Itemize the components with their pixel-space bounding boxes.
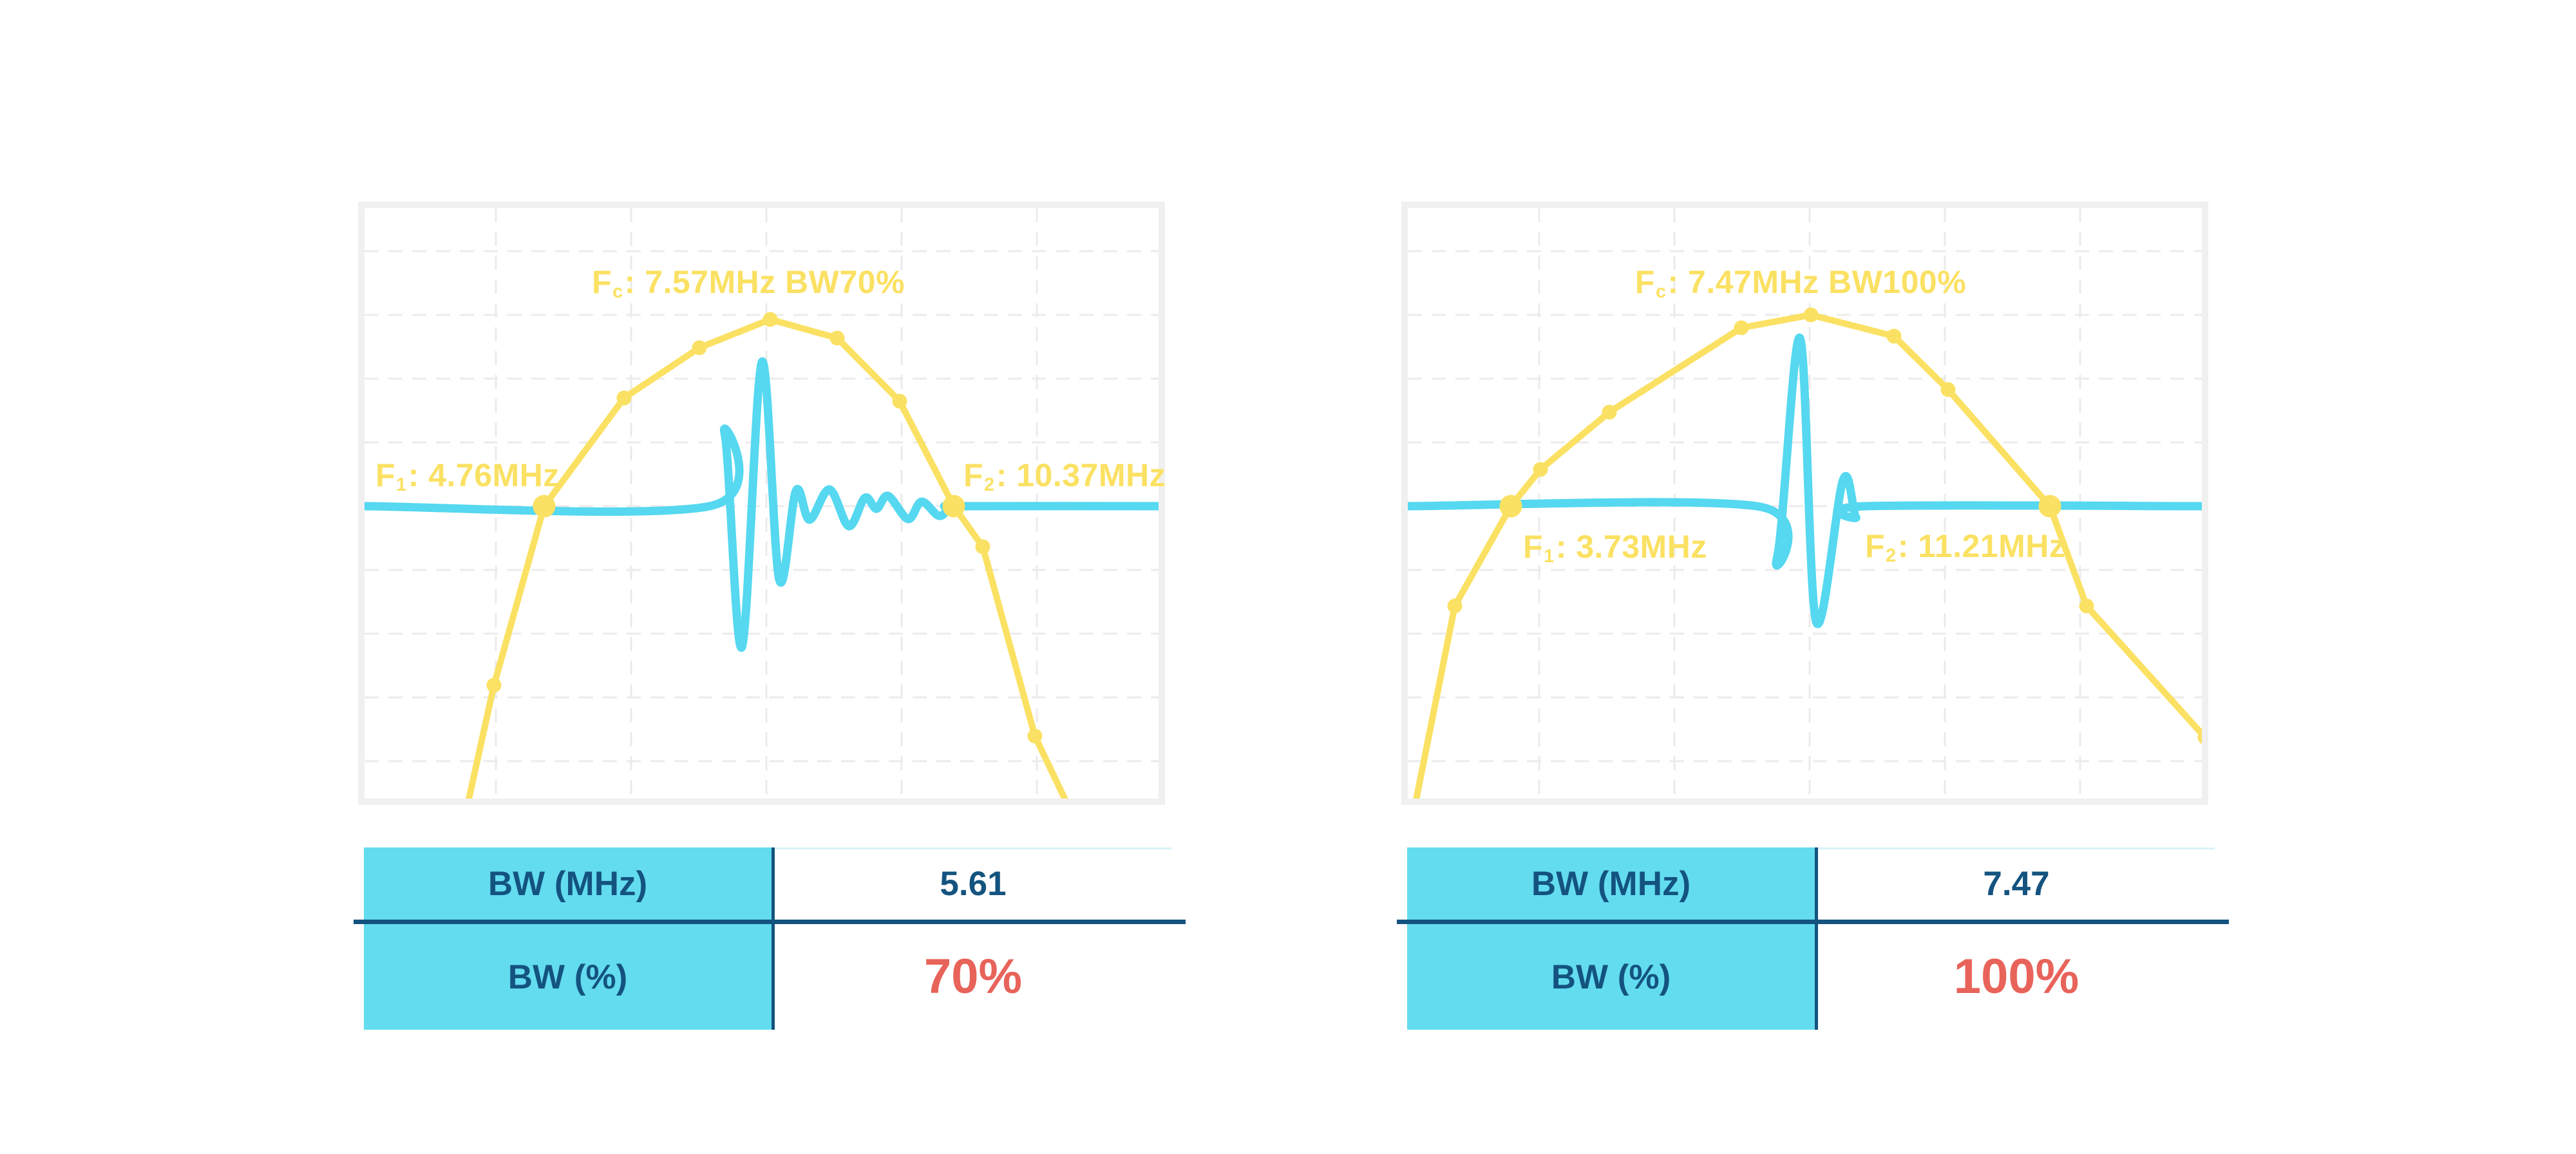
bw-pct-value: 70% <box>923 949 1023 1004</box>
bw-mhz-value: 5.61 <box>940 864 1007 903</box>
annotation-fc: Fc: 7.57MHz BW70% <box>591 264 905 302</box>
annotation-layer-left: Fc: 7.57MHz BW70% F1: 4.76MHz F2: 10.37MHz <box>365 208 1166 799</box>
data-point-marker <box>1027 728 1043 744</box>
table-column-divider <box>1815 847 1818 1030</box>
data-point-marker <box>975 539 990 554</box>
bw-table-right: BW (MHz) 7.47 BW (%) 100% <box>1397 847 2229 1030</box>
data-point-marker <box>1533 462 1548 477</box>
data-point-marker <box>1447 598 1463 614</box>
data-point-marker <box>1803 307 1819 323</box>
data-point-marker <box>892 393 907 409</box>
spectrum-line <box>1413 312 2202 799</box>
data-point-marker <box>486 677 502 693</box>
f1-crossing-marker <box>1499 495 1522 518</box>
bw-pct-label: BW (%) <box>1551 958 1671 996</box>
data-point-marker <box>1602 404 1617 420</box>
table-row-divider <box>1397 920 2229 924</box>
f2-crossing-marker <box>2038 495 2061 518</box>
bw-mhz-label: BW (MHz) <box>488 864 648 903</box>
spectrum-line <box>466 316 1068 799</box>
bw-pct-label: BW (%) <box>507 958 628 996</box>
table-header-column <box>1407 847 1815 1030</box>
data-point-marker <box>2197 730 2202 744</box>
data-point-marker <box>829 330 845 346</box>
bw-mhz-value: 7.47 <box>1983 864 2050 903</box>
bw-mhz-label: BW (MHz) <box>1531 864 1691 903</box>
annotation-f1: F1: 4.76MHz <box>375 457 560 495</box>
bw-pct-value: 100% <box>1953 949 2079 1004</box>
table-row-divider <box>354 920 1186 924</box>
chart-panel-left: Fc: 7.57MHz BW70% F1: 4.76MHz F2: 10.37MHz <box>358 202 1166 805</box>
value-column-topline <box>772 847 1171 849</box>
data-point-marker <box>1940 382 1956 397</box>
annotation-f2: F2: 11.21MHz <box>1865 528 2066 566</box>
waveform-plot-right <box>1408 208 2202 799</box>
data-point-marker <box>692 340 707 355</box>
pulse-line <box>1408 334 2202 629</box>
pulse-line <box>365 357 1159 652</box>
chart-panel-right: Fc: 7.47MHz BW100% F1: 3.73MHz F2: 11.21MH… <box>1401 202 2208 805</box>
data-point-marker <box>616 390 632 406</box>
annotation-fc: Fc: 7.47MHz BW100% <box>1634 264 1967 302</box>
data-point-marker <box>2079 598 2094 614</box>
annotation-layer-right: Fc: 7.47MHz BW100% F1: 3.73MHz F2: 11.21MH… <box>1408 208 2202 799</box>
annotation-f1: F1: 3.73MHz <box>1523 529 1707 567</box>
value-column-topline <box>1815 847 2215 849</box>
data-point-marker <box>1734 320 1749 336</box>
f2-crossing-marker <box>942 495 965 518</box>
annotation-f2: F2: 10.37MHz <box>963 457 1166 495</box>
table-column-divider <box>772 847 775 1030</box>
data-point-marker <box>762 312 778 327</box>
f1-crossing-marker <box>533 495 556 518</box>
data-point-marker <box>1886 328 1902 344</box>
bw-table-left: BW (MHz) 5.61 BW (%) 70% <box>354 847 1186 1030</box>
table-header-column <box>364 847 772 1030</box>
waveform-plot-left <box>365 208 1159 799</box>
